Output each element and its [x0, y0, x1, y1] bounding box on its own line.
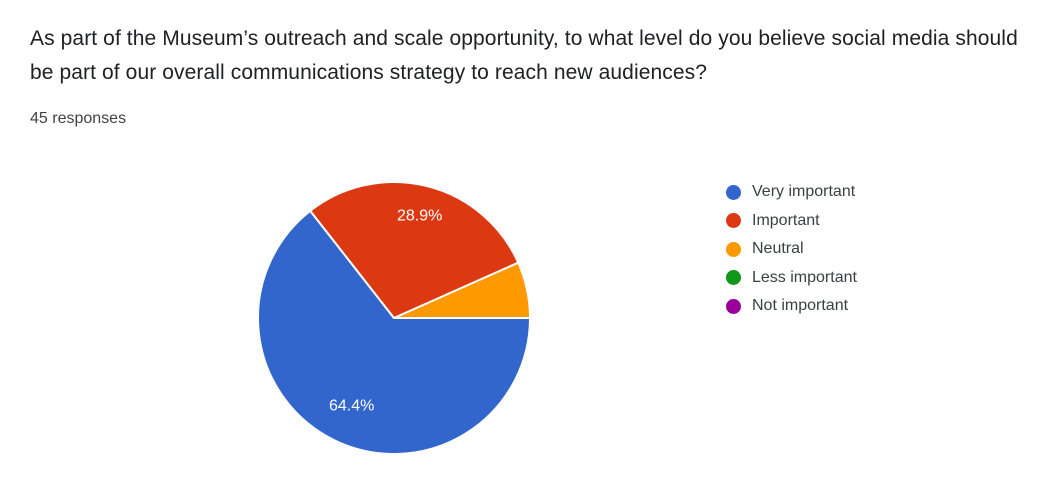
- legend-item-label: Not important: [752, 297, 849, 315]
- response-count: 45 responses: [30, 110, 127, 127]
- pie-slice-percent-label: 28.9%: [397, 208, 442, 225]
- legend-item-label: Important: [752, 211, 820, 229]
- chart-legend: Very important Important Neutral Less impor…: [726, 178, 857, 321]
- legend-item-very-important: Very important: [726, 178, 857, 207]
- pie-chart-svg: 64.4% 28.9%: [257, 181, 531, 455]
- legend-color-dot-icon: [726, 270, 741, 286]
- legend-item-important: Important: [726, 207, 857, 236]
- question-title: As part of the Museum’s outreach and sca…: [30, 27, 1018, 84]
- pie-slice-percent-label: 64.4%: [329, 397, 374, 414]
- legend-item-less-important: Less important: [726, 264, 857, 293]
- legend-color-dot-icon: [726, 213, 741, 229]
- pie-chart: 64.4% 28.9%: [249, 173, 539, 463]
- legend-item-label: Very important: [752, 183, 856, 201]
- legend-color-dot-icon: [726, 184, 741, 200]
- pie-slice-neutral[interactable]: [393, 261, 531, 319]
- legend-item-label: Neutral: [752, 240, 804, 258]
- legend-item-not-important: Not important: [726, 292, 857, 321]
- legend-color-dot-icon: [726, 241, 741, 257]
- legend-item-neutral: Neutral: [726, 235, 857, 264]
- legend-item-label: Less important: [752, 268, 857, 286]
- pie-slice-important[interactable]: [309, 181, 520, 319]
- legend-color-dot-icon: [726, 298, 741, 314]
- pie-slice-very-important[interactable]: [257, 209, 531, 455]
